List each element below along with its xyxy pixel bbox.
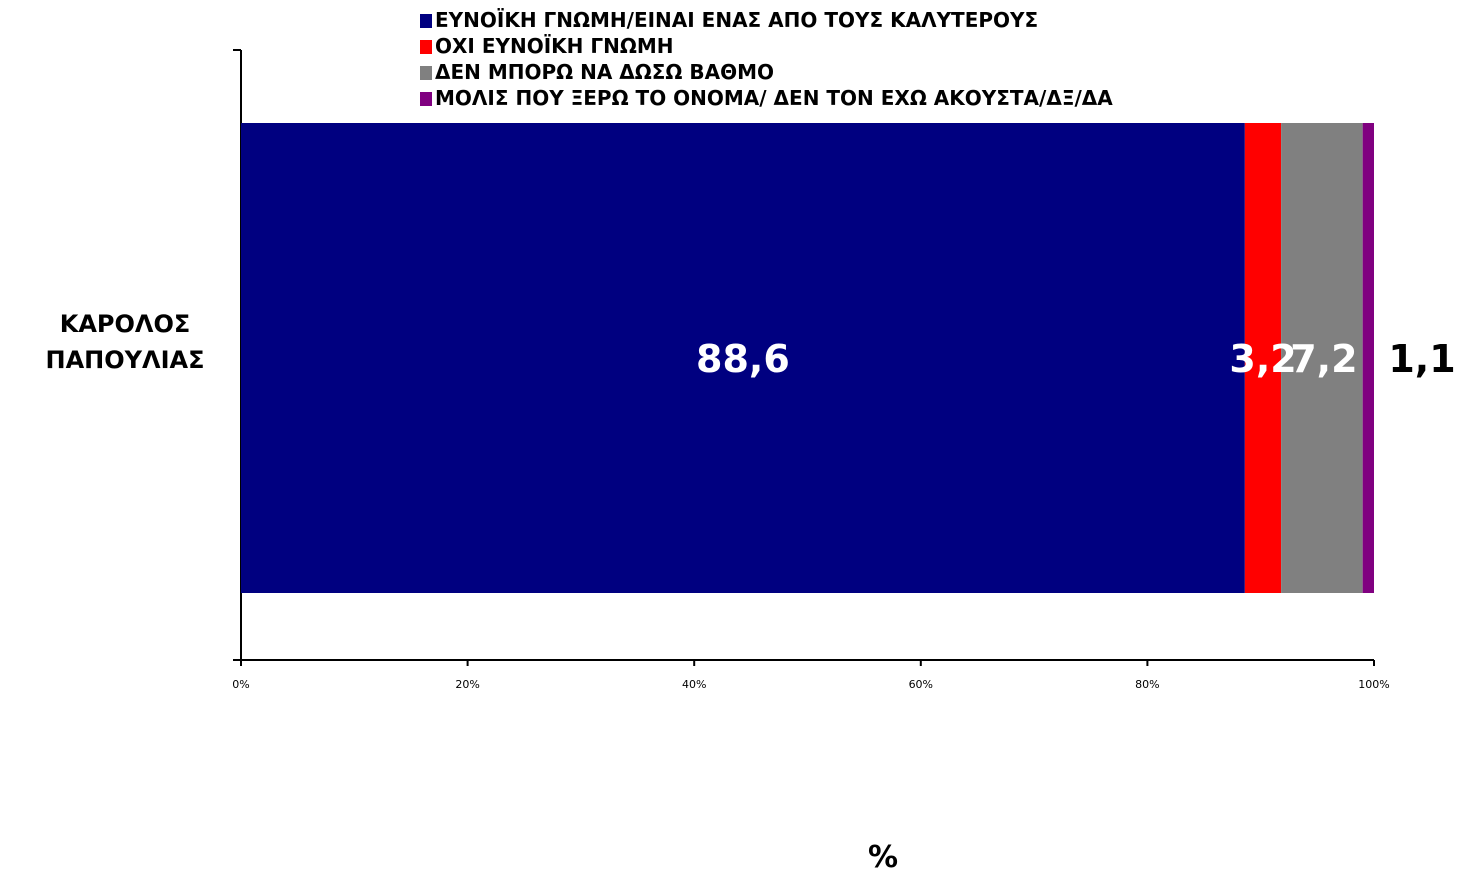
data-label: 7,2 bbox=[1290, 337, 1357, 381]
x-axis-title: % bbox=[868, 840, 898, 870]
x-tick-label: 20% bbox=[455, 678, 479, 691]
data-label: 1,1 bbox=[1388, 337, 1455, 381]
bar-segment bbox=[1281, 123, 1363, 593]
x-tick-label: 100% bbox=[1358, 678, 1389, 691]
bar-segment bbox=[1244, 123, 1282, 593]
data-label: 3,2 bbox=[1229, 337, 1296, 381]
data-label: 88,6 bbox=[696, 337, 790, 381]
legend-swatch bbox=[420, 92, 432, 106]
bar-segment bbox=[241, 123, 1245, 593]
category-label-line: ΚΑΡΟΛΟΣ bbox=[60, 310, 191, 338]
category-label: ΚΑΡΟΛΟΣ ΠΑΠΟΥΛΙΑΣ bbox=[46, 310, 205, 374]
legend-label: ΔΕΝ ΜΠΟΡΩ ΝΑ ΔΩΣΩ ΒΑΘΜΟ bbox=[435, 60, 774, 84]
category-label-line: ΠΑΠΟΥΛΙΑΣ bbox=[46, 346, 205, 374]
bar-segment bbox=[1362, 123, 1374, 593]
legend-swatch bbox=[420, 40, 432, 54]
legend-label: ΟΧΙ ΕΥΝΟΪΚΗ ΓΝΩΜΗ bbox=[435, 34, 673, 58]
x-tick-label: 80% bbox=[1135, 678, 1159, 691]
legend-swatch bbox=[420, 14, 432, 28]
x-tick-label: 0% bbox=[232, 678, 249, 691]
legend-label: ΕΥΝΟΪΚΗ ΓΝΩΜΗ/ΕΙΝΑΙ ΕΝΑΣ ΑΠΟ ΤΟΥΣ ΚΑΛΥΤΕ… bbox=[435, 8, 1038, 32]
x-tick-label: 40% bbox=[682, 678, 706, 691]
legend-label: ΜΟΛΙΣ ΠΟΥ ΞΕΡΩ ΤΟ ΟΝΟΜΑ/ ΔΕΝ ΤΟΝ ΕΧΩ ΑΚΟ… bbox=[435, 86, 1113, 110]
legend-swatch bbox=[420, 66, 432, 80]
x-tick-label: 60% bbox=[909, 678, 933, 691]
